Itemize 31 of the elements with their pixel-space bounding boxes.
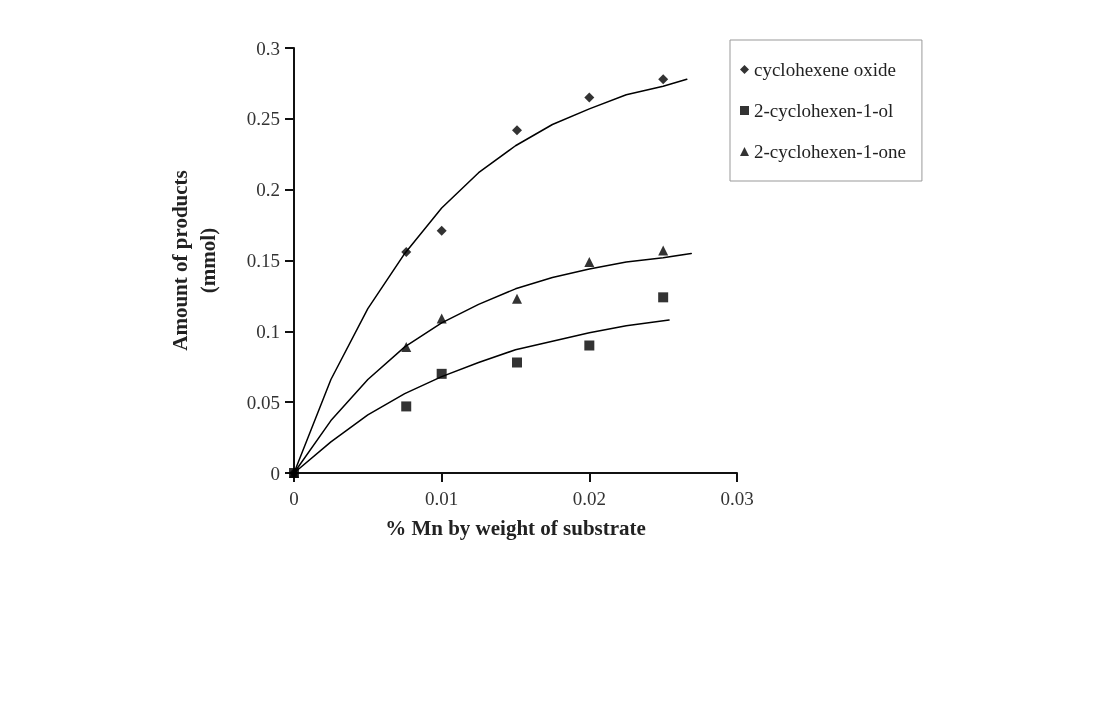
y-tick-label: 0.25 xyxy=(246,108,280,130)
point xyxy=(584,340,595,351)
y-axis-title: Amount of products (mmol) xyxy=(168,170,220,351)
point xyxy=(511,293,522,304)
legend-label: cyclohexene oxide xyxy=(754,59,896,80)
x-tick-label: 0.03 xyxy=(720,488,754,509)
point xyxy=(658,245,669,256)
point xyxy=(584,256,595,267)
point xyxy=(511,357,522,368)
y-tick-label: 0.05 xyxy=(246,391,280,413)
y-tick-label: 0.1 xyxy=(256,320,280,342)
point xyxy=(658,292,669,303)
point xyxy=(401,401,412,412)
legend-label: 2-cyclohexen-1-one xyxy=(754,141,906,162)
x-tick-label: 0 xyxy=(289,488,299,509)
point xyxy=(401,247,412,257)
point xyxy=(436,313,447,324)
point xyxy=(584,92,595,103)
x-axis-title: % Mn by weight of substrate xyxy=(385,515,646,540)
point xyxy=(658,74,669,85)
point xyxy=(511,125,522,136)
point xyxy=(436,225,447,236)
x-tick-label: 0.01 xyxy=(425,488,459,509)
y-tick-label: 0.15 xyxy=(246,250,280,271)
y-tick-label: 0.2 xyxy=(256,179,280,201)
legend-label: 2-cyclohexen-1-ol xyxy=(754,100,894,121)
y-tick-label: 0.3 xyxy=(256,37,280,59)
point xyxy=(436,368,447,379)
point xyxy=(401,341,412,352)
y-tick-label: 0 xyxy=(270,462,280,484)
x-tick-label: 0.02 xyxy=(572,488,606,509)
